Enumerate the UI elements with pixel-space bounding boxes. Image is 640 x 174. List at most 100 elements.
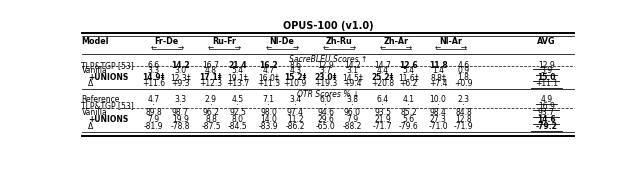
Text: 3.3: 3.3 — [147, 66, 159, 75]
Text: 84.8: 84.8 — [455, 108, 472, 117]
Text: ·: · — [324, 102, 327, 111]
Text: 14.6: 14.6 — [537, 115, 556, 124]
Text: 15.0: 15.0 — [537, 73, 556, 82]
Text: +11.1: +11.1 — [535, 79, 557, 88]
Text: +UNIONS: +UNIONS — [88, 73, 128, 82]
Text: ·: · — [152, 102, 155, 111]
Text: 4.7: 4.7 — [262, 66, 275, 75]
Text: +11.3: +11.3 — [257, 79, 280, 88]
Text: -84.5: -84.5 — [228, 122, 248, 131]
Text: ←: ← — [380, 46, 386, 52]
Text: ·: · — [351, 102, 354, 111]
Text: 93.5: 93.5 — [374, 108, 391, 117]
Text: AVG: AVG — [537, 37, 556, 46]
Text: 3.1: 3.1 — [346, 66, 358, 75]
Text: 5.4: 5.4 — [403, 66, 415, 75]
Text: 6.4: 6.4 — [376, 95, 388, 104]
Text: -79.2: -79.2 — [535, 122, 557, 131]
Text: 12.9: 12.9 — [538, 61, 555, 70]
Text: 97.4: 97.4 — [287, 108, 304, 117]
Text: 14.0: 14.0 — [260, 115, 277, 124]
Text: +13.7: +13.7 — [226, 79, 250, 88]
Text: →: → — [177, 46, 183, 52]
Text: +11.6: +11.6 — [142, 79, 165, 88]
Text: Nl-Ar: Nl-Ar — [440, 37, 463, 46]
Text: 5.4: 5.4 — [232, 66, 244, 75]
Text: 98.0: 98.0 — [260, 108, 277, 117]
Text: -71.0: -71.0 — [428, 122, 448, 131]
Text: 6.0: 6.0 — [319, 95, 332, 104]
Text: -78.8: -78.8 — [170, 122, 190, 131]
Text: 98.4: 98.4 — [429, 108, 447, 117]
Text: -87.5: -87.5 — [201, 122, 221, 131]
Text: +12.3: +12.3 — [200, 79, 223, 88]
Text: 89.8: 89.8 — [145, 108, 162, 117]
Text: 7.9: 7.9 — [346, 115, 358, 124]
Text: ·: · — [436, 102, 440, 111]
Text: 4.5: 4.5 — [232, 95, 244, 104]
Text: 3.4: 3.4 — [289, 95, 301, 104]
Text: Zh-Ru: Zh-Ru — [326, 37, 352, 46]
Text: 3.0: 3.0 — [174, 66, 186, 75]
Text: -81.9: -81.9 — [143, 122, 163, 131]
Text: 2.3: 2.3 — [458, 95, 469, 104]
Text: -83.9: -83.9 — [259, 122, 278, 131]
Text: 4.9: 4.9 — [540, 95, 552, 104]
Text: 21.9: 21.9 — [374, 115, 391, 124]
Text: →: → — [349, 46, 355, 52]
Text: -79.6: -79.6 — [399, 122, 419, 131]
Text: 85.2: 85.2 — [401, 108, 417, 117]
Text: 15.2‡: 15.2‡ — [284, 73, 307, 82]
Text: Vanilla: Vanilla — [81, 66, 108, 75]
Text: →: → — [235, 46, 241, 52]
Text: 16.0‡: 16.0‡ — [258, 73, 279, 82]
Text: 16.2: 16.2 — [259, 61, 278, 70]
Text: ←: ← — [266, 46, 271, 52]
Text: -71.9: -71.9 — [454, 122, 473, 131]
Text: 4.6: 4.6 — [458, 61, 470, 70]
Text: 2.9: 2.9 — [205, 95, 217, 104]
Text: 5.6: 5.6 — [403, 115, 415, 124]
Text: 3.8: 3.8 — [346, 95, 358, 104]
Text: 21.4: 21.4 — [228, 61, 247, 70]
Text: TLP&TGP [53]: TLP&TGP [53] — [81, 61, 134, 70]
Text: 94.6: 94.6 — [317, 108, 334, 117]
Text: 23.0‡: 23.0‡ — [314, 73, 337, 82]
Text: 12.8: 12.8 — [455, 115, 472, 124]
Text: 11.2: 11.2 — [287, 115, 303, 124]
Text: 14.9‡: 14.9‡ — [142, 73, 164, 82]
Text: +UNIONS: +UNIONS — [88, 115, 128, 124]
Text: 3.9: 3.9 — [540, 66, 552, 75]
Text: 96.0: 96.0 — [344, 108, 361, 117]
Text: 8.6: 8.6 — [289, 61, 301, 70]
Text: →: → — [406, 46, 412, 52]
Text: →: → — [460, 46, 467, 52]
Text: 8.0: 8.0 — [232, 115, 244, 124]
Text: 6.6: 6.6 — [147, 61, 159, 70]
Text: →: → — [292, 46, 298, 52]
Text: ←: ← — [435, 46, 441, 52]
Text: 7.9: 7.9 — [147, 115, 159, 124]
Text: Fr-De: Fr-De — [155, 37, 179, 46]
Text: 4.3: 4.3 — [289, 66, 301, 75]
Text: 12.6: 12.6 — [399, 61, 418, 70]
Text: 96.2: 96.2 — [202, 108, 220, 117]
Text: 14.2: 14.2 — [171, 61, 189, 70]
Text: 1.4: 1.4 — [432, 66, 444, 75]
Text: ·: · — [209, 102, 212, 111]
Text: 16.7: 16.7 — [202, 61, 220, 70]
Text: ·: · — [408, 102, 410, 111]
Text: +6.2: +6.2 — [399, 79, 418, 88]
Text: 12.9: 12.9 — [317, 61, 334, 70]
Text: 92.5: 92.5 — [229, 108, 246, 117]
Text: OPUS-100 (v1.0): OPUS-100 (v1.0) — [283, 21, 373, 31]
Text: 1.8: 1.8 — [458, 73, 469, 82]
Text: 11.8: 11.8 — [429, 61, 447, 70]
Text: Model: Model — [81, 37, 109, 46]
Text: 25.2‡: 25.2‡ — [371, 73, 394, 82]
Text: Reference: Reference — [81, 95, 120, 104]
Text: ·: · — [294, 102, 297, 111]
Text: 27.3: 27.3 — [429, 115, 447, 124]
Text: 7.1: 7.1 — [262, 95, 275, 104]
Text: -65.0: -65.0 — [316, 122, 335, 131]
